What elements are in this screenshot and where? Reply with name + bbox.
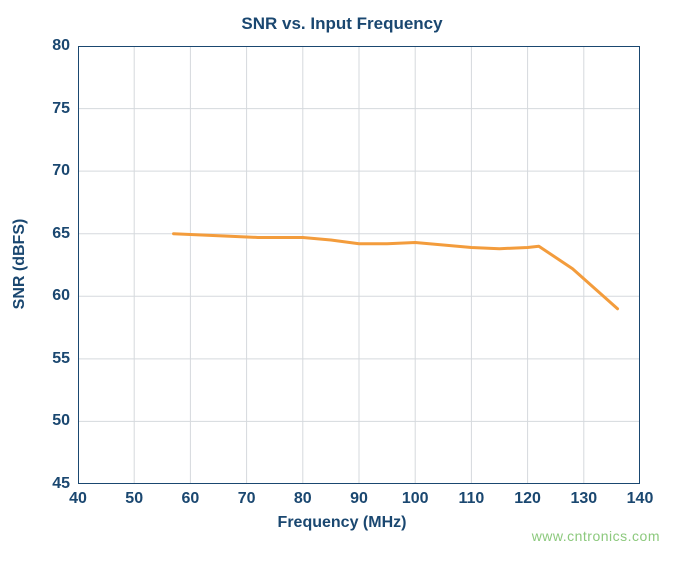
y-tick-label: 70 <box>52 162 70 180</box>
y-tick-label: 60 <box>52 287 70 305</box>
plot-svg <box>78 46 640 484</box>
y-tick-label: 50 <box>52 412 70 430</box>
series <box>174 234 618 309</box>
plot-area <box>78 46 640 484</box>
x-tick-label: 40 <box>69 490 87 508</box>
y-tick-label: 80 <box>52 37 70 55</box>
x-tick-label: 110 <box>458 490 484 508</box>
watermark: www.cntronics.com <box>532 528 660 544</box>
x-tick-label: 80 <box>294 490 312 508</box>
grid <box>78 46 640 484</box>
x-tick-label: 100 <box>402 490 429 508</box>
x-tick-label: 90 <box>350 490 368 508</box>
x-tick-label: 60 <box>181 490 199 508</box>
x-tick-label: 140 <box>627 490 654 508</box>
snr-chart: SNR vs. Input Frequency SNR (dBFS) Frequ… <box>0 0 684 564</box>
y-tick-label: 45 <box>52 475 70 493</box>
x-tick-label: 120 <box>514 490 541 508</box>
y-tick-label: 75 <box>52 100 70 118</box>
y-tick-label: 65 <box>52 225 70 243</box>
x-tick-label: 70 <box>238 490 256 508</box>
x-tick-label: 50 <box>125 490 143 508</box>
y-axis-label: SNR (dBFS) <box>11 204 29 324</box>
x-tick-label: 130 <box>570 490 597 508</box>
chart-title: SNR vs. Input Frequency <box>0 14 684 34</box>
y-tick-label: 55 <box>52 350 70 368</box>
